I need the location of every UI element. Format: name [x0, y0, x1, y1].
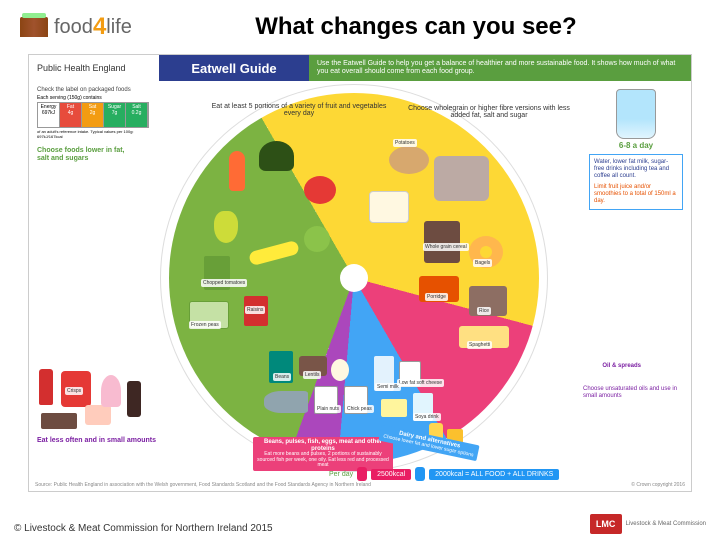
- cheese-icon: [381, 399, 407, 417]
- cereal-icon: [424, 221, 460, 263]
- carrot-icon: [229, 151, 245, 191]
- icecream-icon: [101, 375, 121, 407]
- lbl-rice: Rice: [477, 307, 491, 315]
- label-footer: of an adult's reference intake. Typical …: [37, 129, 149, 139]
- potatoes-icon: [389, 146, 429, 174]
- lmc-logo: LMC: [590, 514, 622, 534]
- drinks-text: Water, lower fat milk, sugar-free drinks…: [594, 159, 678, 181]
- cake-icon: [85, 405, 111, 425]
- tomato-icon: [304, 176, 336, 204]
- book-icon: [20, 17, 48, 37]
- drinks-amount: 6-8 a day: [589, 141, 683, 150]
- lbl-beans: Beans: [273, 373, 291, 381]
- ketchup-icon: [39, 369, 53, 405]
- guide-title: Eatwell Guide: [159, 55, 309, 81]
- female-icon: [415, 467, 425, 481]
- lbl-chopped: Chopped tomatoes: [201, 279, 247, 287]
- traffic-light-label: Energy697kJ Fat4g Sat2g Sugar7g Salt0.2g: [37, 102, 149, 128]
- eggs-icon: [331, 359, 349, 381]
- lbl-spaghetti: Spaghetti: [467, 341, 492, 349]
- lbl-bagels: Bagels: [473, 259, 492, 267]
- copyright-text: © Livestock & Meat Commission for Northe…: [14, 523, 273, 534]
- sugars-cell: Sugar7g: [104, 103, 126, 127]
- broccoli-icon: [259, 141, 294, 171]
- salt-cell: Salt0.2g: [126, 103, 148, 127]
- slide-title: What changes can you see?: [132, 13, 700, 41]
- lbl-porridge: Porridge: [425, 293, 448, 301]
- crown-copyright: © Crown copyright 2016: [631, 482, 685, 488]
- arc-carbs: Choose wholegrain or higher fibre versio…: [399, 105, 579, 119]
- lbl-wholegrain: Whole grain cereal: [423, 243, 469, 251]
- lbl-frozen: Frozen peas: [189, 321, 221, 329]
- arc-fruit-veg: Eat at least 5 portions of a variety of …: [209, 103, 389, 117]
- food4life-logo: food 4 life: [20, 13, 132, 41]
- guide-body: Check the label on packaged foods Each s…: [29, 81, 691, 491]
- chocolate-icon: [41, 413, 77, 429]
- kcal-female: 2000kcal = ALL FOOD + ALL DRINKS: [429, 469, 559, 480]
- pear-icon: [214, 211, 238, 243]
- male-icon: [357, 467, 367, 481]
- choose-lower: Choose foods lower in fat, salt and suga…: [37, 147, 127, 162]
- saturates-cell: Sat2g: [82, 103, 104, 127]
- junk-food-area: Crisps Eat less often and in small amoun…: [37, 351, 157, 461]
- lbl-plain: Plain nuts: [315, 405, 341, 413]
- pasta-icon: [369, 191, 409, 223]
- logo-food: food: [54, 16, 93, 39]
- eatwell-guide: Public Health England Eatwell Guide Use …: [28, 54, 692, 492]
- phe-logo: Public Health England: [29, 55, 159, 81]
- label-sub: Each serving (150g) contains: [37, 95, 149, 101]
- lmc-block: LMC Livestock & Meat Commission: [590, 514, 706, 534]
- logo-four: 4: [93, 13, 106, 41]
- fish-icon: [264, 391, 308, 413]
- slide-header: food 4 life What changes can you see?: [0, 0, 720, 48]
- lbl-raisins: Raisins: [245, 306, 265, 314]
- cola-icon: [127, 381, 141, 417]
- lbl-lowfat: Low fat soft cheese: [397, 379, 444, 387]
- guide-header: Public Health England Eatwell Guide Use …: [29, 55, 691, 81]
- label-heading: Check the label on packaged foods: [37, 87, 149, 93]
- lbl-semi: Semi milk: [375, 383, 401, 391]
- oils-label: Oil & spreads: [602, 363, 641, 369]
- plate-center: [340, 264, 368, 292]
- junk-label: Eat less often and in small amounts: [37, 437, 156, 445]
- lbl-crisps: Crisps: [65, 387, 83, 395]
- energy-cell: Energy697kJ: [38, 103, 60, 127]
- drinks-panel: 6-8 a day Water, lower fat milk, sugar-f…: [589, 89, 683, 210]
- guide-subtitle: Use the Eatwell Guide to help you get a …: [309, 55, 691, 81]
- source-text: Source: Public Health England in associa…: [35, 482, 371, 488]
- drinks-box: Water, lower fat milk, sugar-free drinks…: [589, 154, 683, 210]
- kcal-male: 2500kcal: [371, 469, 411, 480]
- perday: Per day: [329, 471, 353, 478]
- kcal-bar: Per day 2500kcal 2000kcal = ALL FOOD + A…: [329, 465, 559, 483]
- lmc-subtitle: Livestock & Meat Commission: [626, 521, 706, 527]
- apple-icon: [304, 226, 330, 252]
- oils-note: Choose unsaturated oils and use in small…: [583, 386, 683, 400]
- bread-icon: [434, 156, 489, 201]
- nutrition-label-box: Check the label on packaged foods Each s…: [37, 87, 149, 139]
- water-glass-icon: [616, 89, 656, 139]
- fat-cell: Fat4g: [60, 103, 82, 127]
- lbl-chick: Chick peas: [345, 405, 374, 413]
- logo-life: life: [106, 16, 132, 39]
- lbl-lentils: Lentils: [303, 371, 321, 379]
- drinks-limit: Limit fruit juice and/or smoothies to a …: [594, 184, 678, 206]
- slide-footer: © Livestock & Meat Commission for Northe…: [14, 514, 706, 534]
- lbl-soya: Soya drink: [413, 413, 441, 421]
- lbl-potatoes: Potatoes: [393, 139, 417, 147]
